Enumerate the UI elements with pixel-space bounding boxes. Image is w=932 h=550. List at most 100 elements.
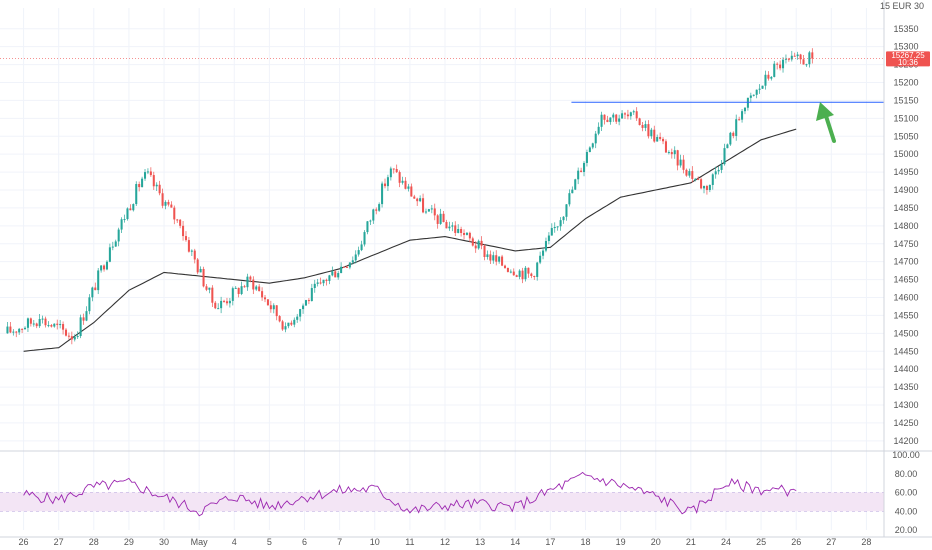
candle: [735, 114, 738, 141]
candle-body: [676, 150, 679, 166]
candle: [88, 294, 91, 315]
candle-body: [673, 150, 676, 155]
candle-body: [155, 184, 158, 187]
candle: [582, 161, 586, 177]
candle: [143, 169, 147, 181]
candle-body: [536, 262, 539, 277]
candle: [708, 184, 711, 193]
candle-body: [158, 184, 161, 194]
candle: [372, 208, 375, 224]
candle-body: [164, 201, 167, 206]
candle: [741, 109, 744, 123]
candle: [662, 137, 665, 145]
candle: [533, 275, 536, 280]
candle-body: [404, 180, 407, 189]
candle-body: [193, 250, 196, 260]
candle-body: [694, 178, 697, 180]
candle-body: [802, 59, 805, 65]
candle: [743, 107, 747, 115]
price-tick-label: 14850: [893, 203, 918, 213]
candle-body: [758, 88, 761, 90]
candle: [597, 122, 600, 136]
candle-body: [688, 171, 691, 176]
candle-body: [62, 324, 65, 330]
candle-body: [527, 267, 530, 274]
candle-body: [422, 198, 425, 213]
candle-body: [509, 271, 512, 273]
candle-body: [340, 266, 343, 274]
candle: [787, 57, 790, 62]
price-tick-label: 14450: [893, 346, 918, 356]
candle-body: [304, 300, 308, 306]
candle-body: [337, 273, 340, 278]
candle-body: [105, 261, 108, 270]
candle: [732, 131, 735, 139]
candle: [802, 54, 805, 65]
candle-body: [293, 319, 296, 325]
rsi-band: [0, 492, 884, 512]
rsi-tick-label: 40.00: [895, 506, 918, 516]
candle-body: [784, 58, 787, 60]
price-tick-label: 14250: [893, 418, 918, 428]
candle-body: [749, 95, 752, 98]
candlestick-series: [6, 48, 814, 345]
candle-body: [653, 129, 656, 142]
candle-body: [539, 255, 542, 263]
candle-body: [357, 250, 360, 255]
candle: [146, 168, 149, 175]
candle: [410, 183, 413, 197]
candle: [228, 297, 231, 308]
candle: [79, 314, 82, 339]
candle-body: [252, 279, 255, 290]
candle: [618, 114, 621, 126]
candle: [202, 266, 205, 288]
candle: [471, 236, 474, 247]
candle: [416, 197, 419, 206]
candle-body: [462, 233, 466, 235]
candle-body: [433, 208, 436, 216]
candle-body: [392, 168, 395, 170]
candle-body: [626, 114, 629, 117]
candle: [70, 331, 73, 345]
candle: [451, 222, 454, 232]
candle-body: [255, 286, 258, 290]
candle-body: [726, 144, 729, 149]
price-tick-label: 15350: [893, 24, 918, 34]
candle-body: [767, 74, 770, 79]
candle-body: [609, 117, 612, 123]
candle: [53, 323, 56, 328]
grid-lines: [0, 8, 884, 530]
candle: [553, 222, 556, 233]
candle-body: [483, 245, 486, 258]
candle-body: [588, 147, 591, 153]
candle: [556, 226, 559, 231]
candle-body: [811, 52, 814, 59]
candle-body: [328, 275, 331, 281]
candle: [284, 322, 287, 333]
candle-body: [700, 179, 703, 189]
candle: [182, 220, 185, 241]
candle: [41, 315, 44, 324]
candle-body: [454, 225, 457, 233]
candle-body: [465, 232, 468, 235]
candle: [170, 201, 173, 208]
candle: [527, 267, 530, 278]
candle: [167, 199, 170, 207]
candle: [205, 284, 208, 292]
candle-body: [603, 114, 606, 120]
candle: [21, 328, 24, 333]
time-tick-label: 14: [510, 537, 520, 547]
price-tick-label: 14800: [893, 221, 918, 231]
candle: [442, 210, 445, 223]
candle-body: [258, 286, 261, 292]
candle-body: [773, 63, 776, 77]
candle: [723, 143, 726, 166]
rsi-path: [23, 471, 797, 517]
candle-body: [612, 114, 615, 118]
candle: [108, 243, 111, 263]
candle: [717, 166, 720, 175]
price-tick-label: 15100: [893, 113, 918, 123]
candle-body: [427, 209, 430, 212]
candle: [664, 139, 667, 154]
